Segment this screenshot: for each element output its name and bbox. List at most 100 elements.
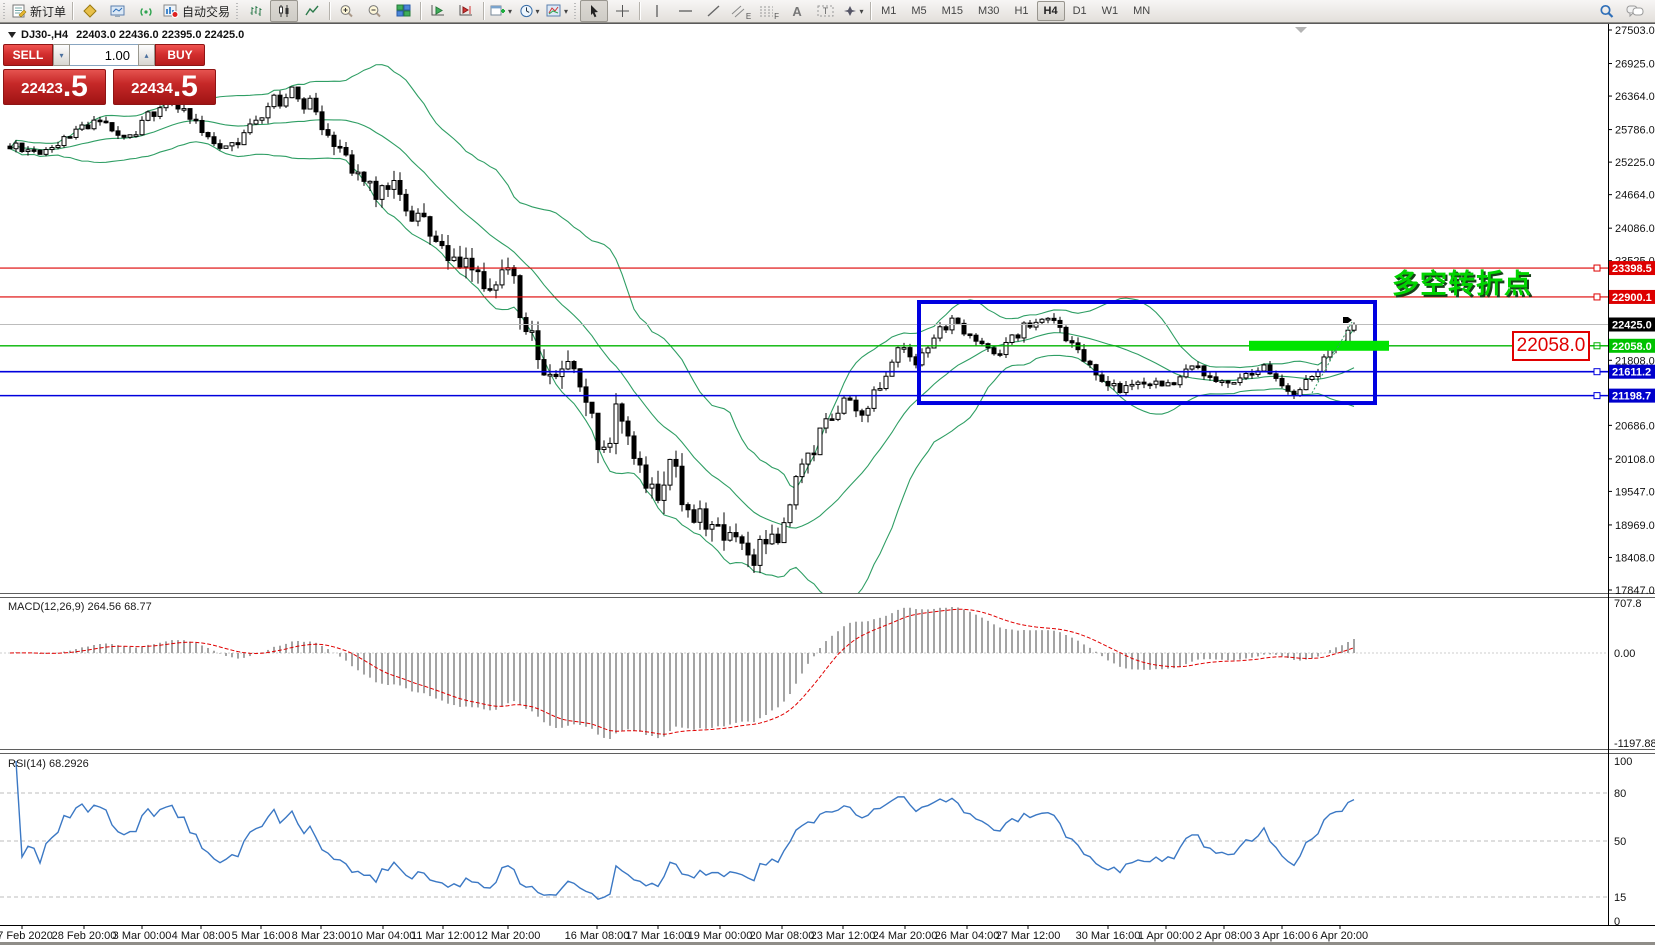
chart-shift-icon bbox=[459, 5, 473, 16]
fibonacci-tool-button[interactable]: F bbox=[755, 0, 783, 22]
new-chart-button[interactable]: ▾ bbox=[487, 0, 515, 22]
bearish-candle bbox=[487, 288, 493, 291]
bullish-candle bbox=[367, 180, 373, 184]
text-tool-letter: A bbox=[792, 3, 802, 19]
templates-button[interactable]: ▾ bbox=[543, 0, 571, 22]
bullish-candle bbox=[871, 389, 877, 409]
timeframe-m5[interactable]: M5 bbox=[911, 5, 927, 17]
chart-shift-button[interactable] bbox=[452, 0, 480, 22]
bearish-candle bbox=[475, 269, 481, 273]
horizontal-line-icon bbox=[678, 10, 692, 12]
line-chart-mode-button[interactable] bbox=[298, 0, 326, 22]
bearish-candle bbox=[439, 240, 445, 247]
timeframe-m1[interactable]: M1 bbox=[881, 5, 897, 17]
crosshair-tool-button[interactable] bbox=[608, 0, 636, 22]
search-button[interactable] bbox=[1593, 0, 1621, 22]
bearish-candle bbox=[1015, 334, 1021, 339]
bearish-candle bbox=[583, 386, 589, 403]
timeframe-m30[interactable]: M30 bbox=[978, 5, 1000, 17]
line-selection-handle bbox=[1593, 392, 1601, 400]
dropdown-arrow-icon: ▾ bbox=[508, 6, 513, 16]
toolbar-handle[interactable] bbox=[2, 3, 7, 19]
vertical-line-tool-button[interactable] bbox=[643, 0, 671, 22]
periods-button[interactable]: ▾ bbox=[515, 0, 543, 22]
main-pane bbox=[7, 64, 1357, 593]
bearish-candle bbox=[655, 483, 661, 501]
timeframe-mn[interactable]: MN bbox=[1133, 5, 1151, 17]
bearish-candle bbox=[313, 97, 319, 113]
text-tool-button[interactable]: A bbox=[783, 0, 811, 22]
sell-button[interactable]: SELL bbox=[3, 44, 53, 66]
bullish-candle bbox=[1009, 334, 1015, 343]
bullish-candle bbox=[493, 284, 499, 291]
bar-chart-icon bbox=[250, 6, 262, 16]
bearish-candle bbox=[967, 333, 973, 337]
autotrading-button[interactable]: 自动交易 bbox=[160, 0, 233, 22]
text-label-tool-button[interactable]: T bbox=[811, 0, 839, 22]
cursor-tool-button[interactable] bbox=[580, 0, 609, 22]
bullish-candle bbox=[499, 269, 505, 286]
toolbar-handle[interactable] bbox=[235, 3, 241, 19]
volume-increase-button[interactable]: ▴ bbox=[138, 44, 155, 66]
buy-price-button[interactable]: 22434 .5 bbox=[113, 69, 216, 105]
volume-decrease-button[interactable]: ▾ bbox=[53, 44, 70, 66]
timeframe-h1[interactable]: H1 bbox=[1014, 5, 1029, 17]
collapse-triangle-icon[interactable] bbox=[8, 32, 16, 38]
bearish-candle bbox=[1141, 381, 1147, 385]
bullish-candle bbox=[1177, 376, 1183, 386]
bearish-candle bbox=[421, 212, 427, 218]
bullish-candle bbox=[1231, 382, 1237, 385]
turning-point-annotation[interactable]: 多空转折点 bbox=[1392, 269, 1532, 299]
horizontal-line-tool-button[interactable] bbox=[671, 0, 699, 22]
bullish-candle bbox=[355, 171, 361, 175]
new-order-button[interactable]: 新订单 bbox=[9, 0, 69, 22]
time-tick-label: 19 Mar 00:00 bbox=[688, 930, 753, 942]
price-line-label-text: 23398.5 bbox=[1612, 263, 1652, 275]
bearish-candle bbox=[385, 185, 391, 190]
bullish-candle bbox=[817, 427, 823, 456]
sell-price-button[interactable]: 22423 .5 bbox=[3, 69, 106, 105]
timeframe-w1[interactable]: W1 bbox=[1101, 5, 1119, 17]
price-callout-label[interactable]: 22058.0 bbox=[1512, 331, 1590, 361]
bearish-candle bbox=[577, 368, 583, 388]
bullish-candle bbox=[181, 108, 187, 111]
signals-button[interactable] bbox=[132, 0, 160, 22]
bullish-candle bbox=[1153, 380, 1159, 385]
bearish-candle bbox=[457, 256, 463, 268]
bullish-candle bbox=[649, 483, 655, 489]
price-line-label-text: 22058.0 bbox=[1612, 341, 1652, 353]
bar-chart-mode-button[interactable] bbox=[242, 0, 270, 22]
time-tick-label: 1 Apr 00:00 bbox=[1138, 930, 1194, 942]
bullish-candle bbox=[1039, 318, 1045, 323]
toolbar-handle[interactable] bbox=[573, 3, 579, 19]
market-watch-button[interactable] bbox=[76, 0, 104, 22]
timeframe-m15[interactable]: M15 bbox=[941, 5, 964, 17]
volume-input[interactable] bbox=[70, 44, 138, 66]
candlestick-mode-button[interactable] bbox=[270, 0, 299, 22]
buy-button[interactable]: BUY bbox=[155, 44, 205, 66]
bearish-candle bbox=[1225, 380, 1231, 384]
bearish-candle bbox=[811, 452, 817, 456]
bearish-candle bbox=[121, 134, 127, 138]
bullish-candle bbox=[1219, 380, 1225, 384]
zoom-out-button[interactable] bbox=[361, 0, 389, 22]
arrows-tool-button[interactable]: ▾ bbox=[839, 0, 867, 22]
terminal-button[interactable] bbox=[104, 0, 132, 22]
tile-windows-button[interactable] bbox=[389, 0, 417, 22]
timeframe-h4[interactable]: H4 bbox=[1036, 1, 1065, 21]
bearish-candle bbox=[67, 136, 73, 139]
bullish-candle bbox=[223, 145, 229, 149]
timeframe-d1[interactable]: D1 bbox=[1072, 5, 1087, 17]
trendline-tool-button[interactable] bbox=[699, 0, 727, 22]
bearish-candle bbox=[1159, 380, 1165, 387]
time-tick-label: 20 Mar 08:00 bbox=[750, 930, 815, 942]
comments-button[interactable] bbox=[1621, 0, 1649, 22]
bearish-candle bbox=[745, 542, 751, 556]
bearish-candle bbox=[955, 317, 961, 324]
auto-scroll-button[interactable] bbox=[424, 0, 452, 22]
one-click-trading-panel: SELL ▾ ▴ BUY 22423 .5 22434 .5 bbox=[3, 44, 222, 105]
zoom-in-button[interactable] bbox=[333, 0, 361, 22]
channel-tool-button[interactable]: E bbox=[727, 0, 755, 22]
